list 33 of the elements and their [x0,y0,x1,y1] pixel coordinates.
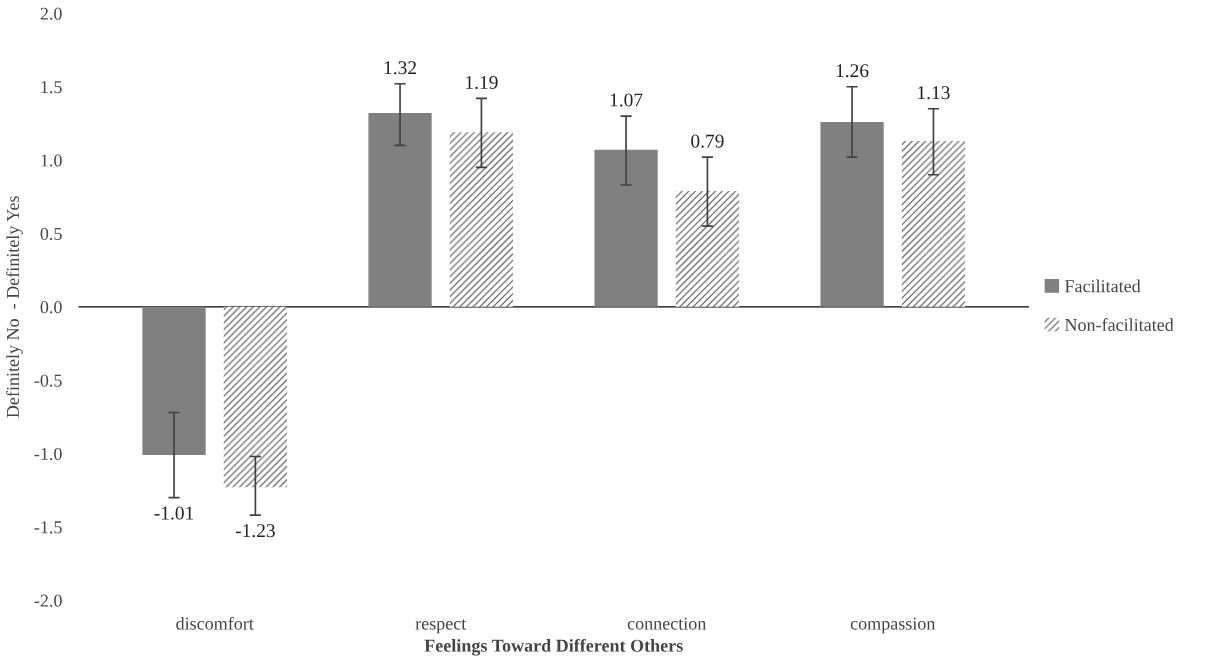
x-tick-label: discomfort [176,616,254,630]
bar [142,306,206,456]
y-tick-label: 1.0 [41,154,62,167]
data-label: -1.23 [235,524,275,538]
y-tick-label: -1.5 [34,521,62,534]
bar [223,306,288,488]
data-label: 1.19 [466,75,498,90]
bar [820,121,884,307]
y-tick-label: -0.5 [34,374,62,387]
y-tick-label: 0.0 [40,301,62,314]
y-tick-label: -2.0 [34,594,62,607]
legend-label: Facilitated [1065,279,1141,293]
bar [594,149,658,307]
y-axis-title: Definitely No - Definitely Yes [6,196,23,418]
bar [449,132,514,307]
y-tick-label: -1.0 [34,447,62,461]
x-tick-label: connection [627,617,707,630]
data-label: 0.79 [691,134,724,148]
data-label: 1.32 [384,61,416,75]
x-tick-label: compassion [850,617,936,634]
x-axis-title: Feelings Toward Different Others [424,638,683,656]
data-label: 1.13 [918,86,950,100]
bar [675,190,740,307]
y-tick-label: 1.5 [41,81,62,94]
y-tick-label: 2.0 [40,7,62,20]
data-label: -1.01 [154,506,194,520]
data-label: 1.07 [610,93,643,107]
y-tick-label: 0.5 [40,227,62,240]
data-label: 1.26 [836,64,869,78]
legend-label: Non-facilitated [1065,318,1174,332]
bar [368,113,432,307]
x-tick-label: respect [415,619,467,634]
bar [901,141,966,307]
